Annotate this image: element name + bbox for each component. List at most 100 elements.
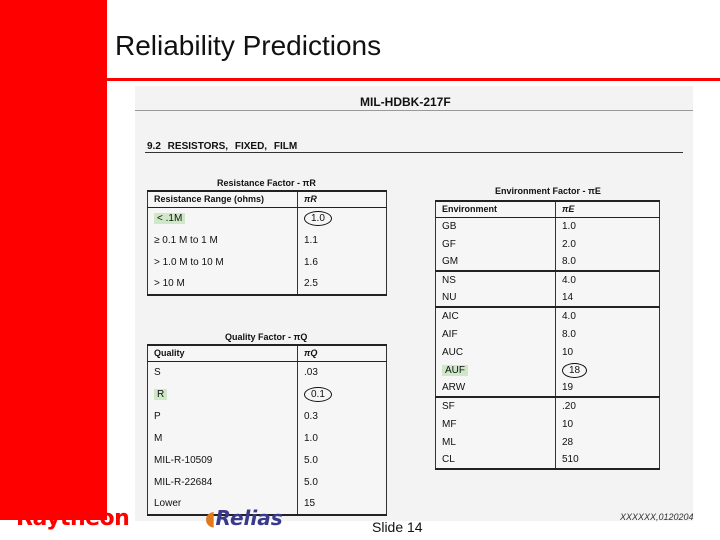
- table-row: P 0.3: [147, 405, 387, 427]
- highlighted-range: < .1M: [154, 212, 186, 224]
- title-underline: [107, 78, 720, 81]
- table-cell: 1.1: [297, 229, 387, 251]
- table-cell: .03: [297, 361, 387, 383]
- table-cell: MIL-R-10509: [147, 449, 298, 471]
- highlighted-environment: AUF: [442, 364, 468, 376]
- table-row: ML 28: [435, 433, 660, 451]
- table-row: ARW 19: [435, 379, 660, 397]
- circled-value: 0.1: [304, 386, 332, 402]
- table-cell: NS: [435, 270, 556, 289]
- table-row: NS 4.0: [435, 270, 660, 289]
- table-header: πE: [555, 200, 660, 218]
- table-header: πR: [297, 190, 387, 208]
- table-cell: NU: [435, 289, 556, 307]
- table-cell: 2.5: [297, 273, 387, 296]
- table-row: AUC 10: [435, 343, 660, 361]
- table-header: πQ: [297, 344, 387, 362]
- document-title: MIL-HDBK-217F: [360, 95, 451, 109]
- table-header: Environment: [435, 200, 556, 218]
- table-cell: SF: [435, 396, 556, 415]
- table-cell: 15: [297, 493, 387, 516]
- table-cell: 4.0: [555, 306, 660, 325]
- scanned-handbook-page: MIL-HDBK-217F 9.2 RESISTORS, FIXED, FILM…: [135, 86, 693, 521]
- table-header: Quality: [147, 344, 298, 362]
- table-cell: > 10 M: [147, 273, 298, 296]
- table-row: NU 14: [435, 289, 660, 307]
- slide-number: Slide 14: [372, 519, 423, 535]
- table-row: < .1M 1.0: [147, 207, 387, 229]
- table-row: R 0.1: [147, 383, 387, 405]
- table-cell: AUC: [435, 343, 556, 361]
- section-rule: [145, 152, 683, 153]
- table-cell: P: [147, 405, 298, 427]
- relias-swirl-icon: ◖: [205, 506, 216, 530]
- table-cell: 2.0: [555, 235, 660, 253]
- table-cell: S: [147, 361, 298, 383]
- raytheon-logo: Raytheon: [16, 506, 130, 531]
- table-cell: 28: [555, 433, 660, 451]
- red-sidebar-bar: [0, 0, 107, 520]
- table-cell: 1.6: [297, 251, 387, 273]
- resistance-factor-table: Resistance Range (ohms) πR < .1M 1.0 ≥ 0…: [147, 190, 387, 296]
- table-cell: 5.0: [297, 449, 387, 471]
- table-cell: GM: [435, 253, 556, 271]
- table-cell: 14: [555, 289, 660, 307]
- table-row: SF .20: [435, 396, 660, 415]
- table-cell: 19: [555, 379, 660, 397]
- table-cell: 5.0: [297, 471, 387, 493]
- table-row: GF 2.0: [435, 235, 660, 253]
- table-row: CL 510: [435, 451, 660, 470]
- table-row: AUF 18: [435, 361, 660, 379]
- quality-factor-table: Quality πQ S .03 R 0.1 P 0.3 M 1.0 MIL-R…: [147, 344, 387, 516]
- table-cell: 0.3: [297, 405, 387, 427]
- table-row: Lower 15: [147, 493, 387, 516]
- table-cell: ML: [435, 433, 556, 451]
- table-cell: 10: [555, 415, 660, 433]
- table-cell: .20: [555, 396, 660, 415]
- environment-factor-caption: Environment Factor - πE: [495, 186, 601, 196]
- table-cell: 8.0: [555, 325, 660, 343]
- table-cell: 1.0: [297, 427, 387, 449]
- circled-value: 18: [562, 362, 588, 378]
- table-row: ≥ 0.1 M to 1 M 1.1: [147, 229, 387, 251]
- table-header: Resistance Range (ohms): [147, 190, 298, 208]
- circled-value: 1.0: [304, 210, 332, 226]
- table-cell: GF: [435, 235, 556, 253]
- table-cell: AIC: [435, 306, 556, 325]
- document-title-rule: [135, 110, 693, 111]
- table-cell: 1.0: [555, 217, 660, 235]
- table-cell: ARW: [435, 379, 556, 397]
- table-row: MIL-R-10509 5.0: [147, 449, 387, 471]
- table-row: AIC 4.0: [435, 306, 660, 325]
- table-cell: > 1.0 M to 10 M: [147, 251, 298, 273]
- table-cell: 10: [555, 343, 660, 361]
- resistance-factor-caption: Resistance Factor - πR: [217, 178, 316, 188]
- table-cell: CL: [435, 451, 556, 470]
- footer-document-id: XXXXXX,0120204: [620, 512, 694, 522]
- table-cell: 8.0: [555, 253, 660, 271]
- quality-factor-caption: Quality Factor - πQ: [225, 332, 308, 342]
- table-cell: M: [147, 427, 298, 449]
- table-row: > 1.0 M to 10 M 1.6: [147, 251, 387, 273]
- table-row: MIL-R-22684 5.0: [147, 471, 387, 493]
- table-row: AIF 8.0: [435, 325, 660, 343]
- relias-logo-text: Relias: [215, 506, 283, 530]
- table-row: GB 1.0: [435, 217, 660, 235]
- table-cell: ≥ 0.1 M to 1 M: [147, 229, 298, 251]
- table-cell: 510: [555, 451, 660, 470]
- table-row: MF 10: [435, 415, 660, 433]
- environment-factor-table: Environment πE GB 1.0 GF 2.0 GM 8.0 NS 4.0 N…: [435, 200, 660, 470]
- table-row: M 1.0: [147, 427, 387, 449]
- table-cell: GB: [435, 217, 556, 235]
- table-cell: 4.0: [555, 270, 660, 289]
- slide-title: Reliability Predictions: [115, 30, 382, 61]
- table-cell: MF: [435, 415, 556, 433]
- table-cell: AIF: [435, 325, 556, 343]
- section-heading: 9.2 RESISTORS, FIXED, FILM: [147, 141, 298, 152]
- table-row: S .03: [147, 361, 387, 383]
- table-cell: MIL-R-22684: [147, 471, 298, 493]
- relias-logo: ◖Relias: [205, 506, 283, 530]
- highlighted-quality: R: [154, 388, 168, 400]
- table-row: > 10 M 2.5: [147, 273, 387, 296]
- table-row: GM 8.0: [435, 253, 660, 271]
